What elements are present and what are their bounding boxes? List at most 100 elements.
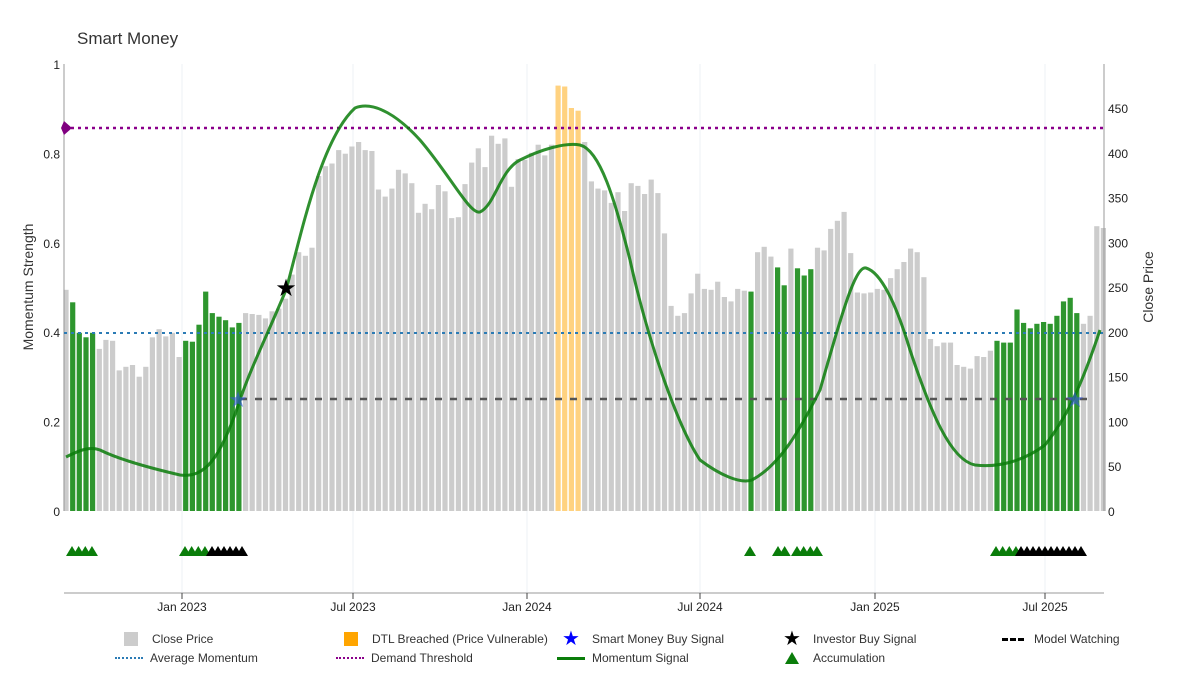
legend-investor-buy[interactable]: ★ Investor Buy Signal [777,629,916,649]
price-bar [495,143,501,512]
price-bar [794,268,801,511]
price-bar [588,181,594,511]
price-bar [83,337,89,511]
price-bar [63,289,69,511]
left-axis-ticks: 0 0.2 0.4 0.6 0.8 1 [43,58,60,519]
price-bar [715,281,721,511]
price-bar [788,248,794,511]
legend-label: DTL Breached (Price Vulnerable) [372,632,548,646]
solid-line-icon [557,656,585,660]
price-bar [502,138,508,511]
price-bar [981,357,987,511]
legend-accumulation[interactable]: Accumulation [777,650,885,666]
price-bar [316,176,322,511]
price-bar [542,155,548,511]
legend-average-momentum[interactable]: Average Momentum [114,650,258,666]
price-bar [1027,328,1033,511]
right-axis-ticks: 0 50 100 150 200 250 300 350 400 450 [1108,102,1128,519]
legend-dtl-breached[interactable]: DTL Breached (Price Vulnerable) [336,631,548,647]
accumulation-triangle-icon [1075,546,1087,556]
price-bar [834,220,840,512]
right-tick-label: 450 [1108,102,1128,116]
left-tick-label: 0.2 [43,416,60,430]
right-tick-label: 150 [1108,371,1128,385]
legend-close-price[interactable]: Close Price [116,631,213,647]
legend: Close Price DTL Breached (Price Vulnerab… [0,628,1191,673]
left-axis-label: Momentum Strength [20,224,36,351]
price-bar [908,248,914,511]
price-bar [655,193,661,511]
price-bar [375,189,382,511]
chart-plot[interactable]: 0 0.2 0.4 0.6 0.8 1 0 50 100 150 200 250 300 350 400 4… [0,0,1191,625]
price-bar [1060,301,1067,511]
price-bar [522,159,528,511]
price-bar [548,144,555,511]
price-bar [90,332,96,511]
price-bar [914,252,920,511]
price-bar [110,340,116,511]
price-bar [103,339,109,511]
price-bar [927,339,934,511]
price-bar [409,183,415,511]
dashed-line-icon [1002,637,1024,641]
price-bar [994,340,1000,511]
momentum-signal-line [65,104,1102,483]
price-bar [701,288,707,511]
legend-label: Average Momentum [150,651,258,665]
price-bar [814,247,821,511]
price-bar [143,366,149,511]
price-bar [269,311,275,511]
price-bar [508,186,515,512]
price-bar [728,301,734,511]
triangle-icon [785,652,799,664]
x-tick-label: Jul 2023 [330,600,376,614]
price-bar [309,247,315,511]
price-bar [868,292,874,511]
x-tick-label: Jan 2025 [850,600,900,614]
price-bar [881,289,887,511]
price-bar [582,142,588,511]
accumulation-triangle-icon [744,546,756,556]
right-axis-label: Close Price [1140,251,1156,323]
price-bar [243,313,249,511]
dotted-line-icon [115,657,143,659]
price-bar [415,212,422,512]
price-bar [356,142,362,511]
price-bar [76,332,82,511]
price-bar [123,366,129,511]
price-bar [661,233,668,511]
price-bar [276,308,282,511]
price-bar [1001,342,1007,511]
price-bar [934,346,940,511]
left-tick-label: 0 [53,505,60,519]
legend-label: Close Price [152,632,214,646]
price-bar [189,341,195,511]
price-bar [921,277,927,511]
accumulation-triangle-icon [810,546,823,556]
price-bar [1047,323,1053,511]
price-bar [668,305,674,511]
left-tick-label: 0.8 [43,147,60,161]
blue-star-icon: ★ [562,628,580,650]
legend-demand-threshold[interactable]: Demand Threshold [335,650,473,666]
price-bar [262,318,269,511]
price-bar [595,188,601,511]
left-tick-label: 1 [53,58,60,72]
price-bar [302,255,308,511]
price-bar [848,253,854,511]
x-tick-label: Jul 2025 [1022,600,1068,614]
legend-model-watching[interactable]: Model Watching [998,631,1120,647]
legend-smart-money-buy[interactable]: ★ Smart Money Buy Signal [556,628,724,650]
price-bar [322,166,328,511]
legend-label: Demand Threshold [371,651,473,665]
price-bar [761,246,767,512]
price-bar [156,329,162,511]
price-bar [721,297,727,511]
legend-momentum-signal[interactable]: Momentum Signal [556,650,689,666]
price-bar [223,320,229,511]
price-bar [901,262,907,511]
price-bar [801,275,807,511]
accumulation-triangle-icon [236,546,248,556]
price-bar [183,340,189,511]
price-bar [941,342,947,511]
